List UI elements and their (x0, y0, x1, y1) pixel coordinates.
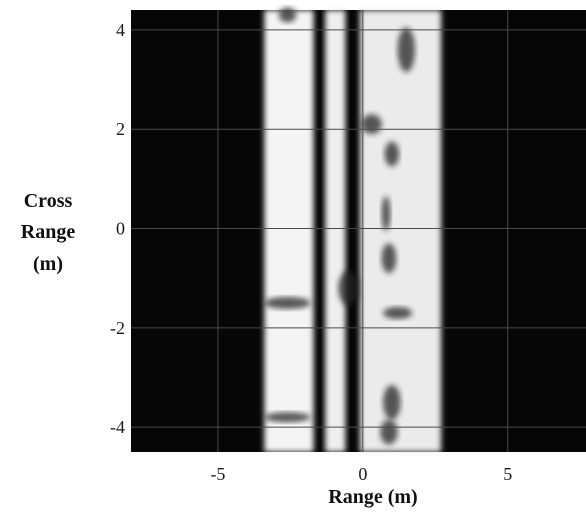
bright-band-1 (264, 10, 314, 452)
dark-feature-11 (264, 412, 311, 423)
dark-feature-8 (383, 384, 401, 420)
x-axis-title: Range (m) (328, 486, 417, 508)
dark-feature-5 (338, 270, 359, 306)
y-axis-title-line-1: Cross (24, 190, 73, 212)
x-tick-label-2: 0 (358, 464, 367, 484)
x-tick-label-3: 5 (503, 464, 512, 484)
dark-feature-10 (264, 297, 311, 309)
dark-feature-6 (381, 243, 397, 274)
y-tick-label-3: 0 (116, 219, 125, 239)
axis-labels: Range (m) Cross Range (m) (21, 190, 418, 508)
dark-feature-3 (384, 141, 400, 167)
image-background (131, 10, 586, 452)
plot-area (131, 7, 586, 452)
dark-feature-1 (278, 7, 297, 23)
y-tick-label-4: -2 (110, 318, 125, 338)
axes: -5 0 5 4 2 0 -2 -4 (110, 20, 512, 484)
y-axis-title-line-2: Range (21, 221, 76, 243)
y-tick-label-1: 4 (116, 20, 125, 40)
dark-feature-9 (380, 419, 398, 445)
x-tick-label-1: -5 (210, 464, 225, 484)
dark-feature-2 (361, 114, 382, 135)
y-axis-title-line-3: (m) (33, 253, 63, 275)
y-tick-label-2: 2 (116, 119, 125, 139)
bright-band-2 (325, 10, 346, 452)
dark-feature-7 (383, 306, 413, 319)
bright-band-3 (359, 10, 442, 452)
y-tick-label-5: -4 (110, 417, 125, 437)
dark-feature-4 (381, 196, 391, 231)
dark-feature-12 (397, 27, 416, 73)
